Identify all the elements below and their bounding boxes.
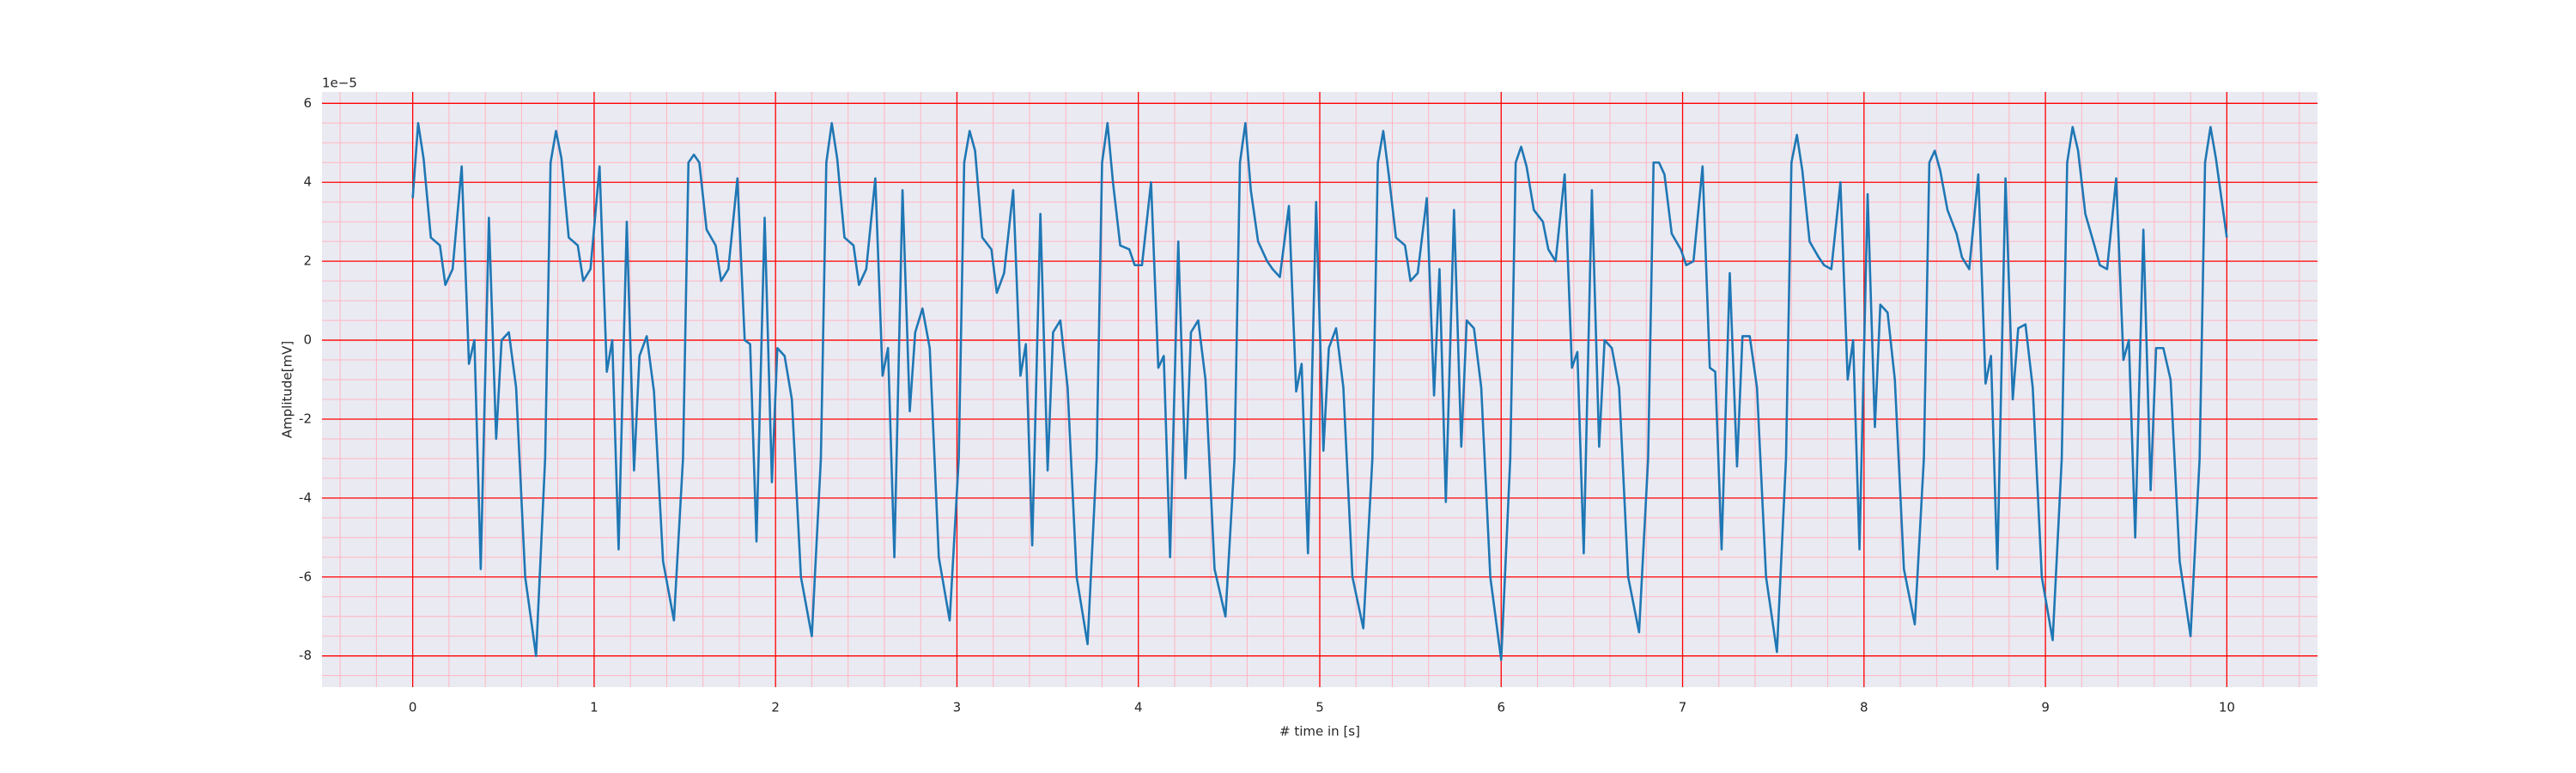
y-tick-label: -4 <box>299 490 312 505</box>
signal-line <box>411 122 2228 661</box>
x-tick-label: 8 <box>1860 700 1868 715</box>
x-tick-label: 1 <box>590 700 598 715</box>
y-tick-label: 4 <box>303 174 312 190</box>
x-axis-label: # time in [s] <box>1279 724 1360 740</box>
y-tick-label: 2 <box>303 253 312 269</box>
y-tick-label: -6 <box>299 569 312 584</box>
y-tick-label: 0 <box>303 332 312 348</box>
x-tick-label: 6 <box>1497 700 1505 715</box>
labels: # time in [s] Amplitude[mV] 1e−5 0 1 2 3 4 5 6… <box>280 76 2235 740</box>
y-axis-label: Amplitude[mV] <box>280 341 295 438</box>
x-tick-label: 5 <box>1315 700 1324 715</box>
x-tick-label: 2 <box>771 700 780 715</box>
grid <box>322 92 2318 687</box>
y-offset-label: 1e−5 <box>322 76 357 91</box>
x-tick-label: 0 <box>409 700 417 715</box>
y-tick-label: -8 <box>299 648 312 663</box>
x-tick-label: 3 <box>953 700 962 715</box>
y-tick-label: -2 <box>299 411 312 426</box>
x-tick-label: 10 <box>2219 700 2235 715</box>
x-tick-label: 4 <box>1134 700 1143 715</box>
x-tick-label: 9 <box>2041 700 2050 715</box>
y-tick-label: 6 <box>303 95 312 111</box>
lines <box>411 122 2228 661</box>
x-tick-label: 7 <box>1679 700 1687 715</box>
